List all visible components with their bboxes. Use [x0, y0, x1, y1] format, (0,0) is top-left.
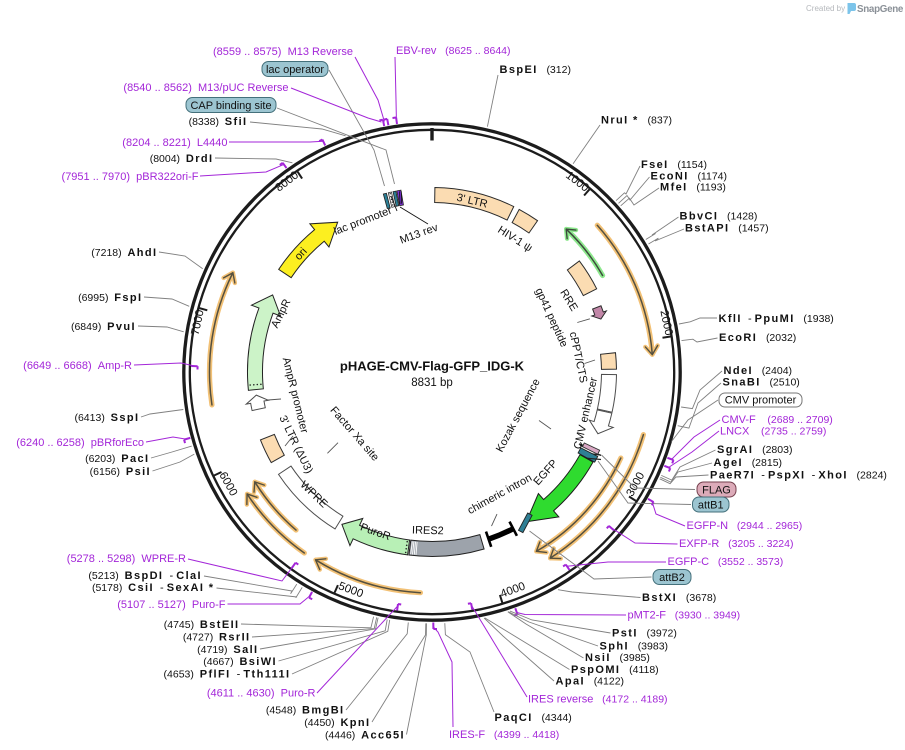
svg-text:(8540 .. 8562) M13/pUC Revers: (8540 .. 8562) M13/pUC Reverse: [123, 82, 288, 94]
svg-text:(4450) KpnI: (4450) KpnI: [304, 717, 370, 729]
svg-text:NsiI (3985): NsiI (3985): [585, 652, 650, 664]
svg-text:BstAPI (1457): BstAPI (1457): [685, 223, 769, 235]
svg-text:(8004) DrdI: (8004) DrdI: [150, 153, 214, 165]
svg-text:NruI * (837): NruI * (837): [601, 115, 672, 127]
svg-text:(6995) FspI: (6995) FspI: [78, 292, 142, 304]
svg-text:EGFP-C (3552 .. 3573): EGFP-C (3552 .. 3573): [668, 556, 784, 568]
svg-text:BstXI (3678): BstXI (3678): [642, 592, 716, 604]
svg-text:(6156) PsiI: (6156) PsiI: [90, 466, 151, 478]
svg-text:attB2: attB2: [659, 572, 685, 584]
svg-text:IRES-F (4399 .. 4418): IRES-F (4399 .. 4418): [449, 729, 559, 741]
svg-text:(6240 .. 6258) pBRforEco: (6240 .. 6258) pBRforEco: [16, 437, 144, 449]
svg-text:IRES reverse (4172 .. 4189): IRES reverse (4172 .. 4189): [528, 694, 668, 706]
svg-text:(7951 .. 7970) pBR322ori-F: (7951 .. 7970) pBR322ori-F: [62, 171, 199, 183]
svg-text:FseI (1154): FseI (1154): [641, 159, 707, 171]
svg-text:KflI - PpuMI (1938): KflI - PpuMI (1938): [719, 313, 834, 325]
svg-text:(6849) PvuI: (6849) PvuI: [71, 321, 136, 333]
svg-text:BspEI (312): BspEI (312): [500, 64, 571, 76]
svg-text:PaqCI (4344): PaqCI (4344): [495, 712, 572, 724]
svg-text:(6413) SspI: (6413) SspI: [74, 412, 139, 424]
svg-text:Created by: Created by: [806, 4, 845, 13]
svg-text:lac operator: lac operator: [266, 64, 324, 76]
svg-text:EBV-rev (8625 .. 8644): EBV-rev (8625 .. 8644): [396, 45, 511, 57]
svg-text:(5213) BspDI - ClaI: (5213) BspDI - ClaI: [88, 570, 202, 582]
svg-text:(6203) PacI: (6203) PacI: [85, 453, 149, 465]
svg-text:8831 bp: 8831 bp: [411, 377, 453, 389]
svg-text:(5278 .. 5298) WPRE-R: (5278 .. 5298) WPRE-R: [67, 553, 186, 565]
svg-text:(5178) CsiI - SexAI *: (5178) CsiI - SexAI *: [92, 582, 215, 594]
svg-text:(4667) BsiWI: (4667) BsiWI: [203, 656, 277, 668]
svg-text:(6649 .. 6668) Amp-R: (6649 .. 6668) Amp-R: [23, 360, 132, 372]
svg-text:2000: 2000: [657, 309, 674, 337]
svg-text:(4745) BstEII: (4745) BstEII: [164, 619, 240, 631]
svg-text:FLAG: FLAG: [702, 485, 731, 497]
svg-text:PspOMI (4118): PspOMI (4118): [571, 664, 659, 676]
svg-text:(7218) AhdI: (7218) AhdI: [91, 247, 157, 259]
svg-text:(8204 .. 8221) L4440: (8204 .. 8221) L4440: [122, 137, 227, 149]
svg-text:SnaBI (2510): SnaBI (2510): [723, 377, 800, 389]
svg-text:AgeI (2815): AgeI (2815): [714, 457, 783, 469]
svg-text:PstI (3972): PstI (3972): [612, 628, 677, 640]
svg-text:(4653) PflFI - Tth111I: (4653) PflFI - Tth111I: [164, 669, 291, 681]
svg-text:LNCX (2735 .. 2759): LNCX (2735 .. 2759): [720, 426, 826, 438]
svg-text:(8559 .. 8575) M13 Reverse: (8559 .. 8575) M13 Reverse: [213, 46, 353, 58]
svg-text:CMV promoter: CMV promoter: [725, 395, 797, 407]
svg-text:pMT2-F (3930 .. 3949): pMT2-F (3930 .. 3949): [628, 610, 741, 622]
svg-text:(4548) BmgBI: (4548) BmgBI: [266, 705, 345, 717]
svg-text:attB1: attB1: [698, 500, 724, 512]
svg-text:CAP binding site: CAP binding site: [190, 100, 271, 112]
svg-text:EGFP-N (2944 .. 2965): EGFP-N (2944 .. 2965): [687, 520, 803, 532]
svg-text:SgrAI (2803): SgrAI (2803): [717, 444, 792, 456]
svg-text:EcoRI (2032): EcoRI (2032): [719, 332, 796, 344]
svg-text:EcoNI (1174): EcoNI (1174): [651, 171, 728, 183]
svg-text:(5107 .. 5127) Puro-F: (5107 .. 5127) Puro-F: [117, 599, 226, 611]
svg-text:ApaI (4122): ApaI (4122): [556, 676, 625, 688]
svg-text:(4446) Acc65I: (4446) Acc65I: [325, 730, 405, 742]
svg-text:(4719) SalI: (4719) SalI: [197, 644, 258, 656]
svg-text:pHAGE-CMV-Flag-GFP_IDG-K: pHAGE-CMV-Flag-GFP_IDG-K: [340, 359, 525, 374]
svg-text:SnapGene: SnapGene: [857, 4, 904, 15]
svg-text:7000: 7000: [190, 309, 207, 337]
svg-text:NdeI (2404): NdeI (2404): [724, 365, 793, 377]
svg-text:BbvCI (1428): BbvCI (1428): [680, 211, 758, 223]
svg-text:(8338) SfiI: (8338) SfiI: [189, 116, 248, 128]
svg-text:EXFP-R (3205 .. 3224): EXFP-R (3205 .. 3224): [679, 538, 793, 550]
svg-text:(4727) RsrII: (4727) RsrII: [183, 632, 251, 644]
svg-text:IRES2: IRES2: [412, 524, 444, 537]
svg-text:PaeR7I - PspXI - XhoI (282: PaeR7I - PspXI - XhoI (2824): [710, 470, 887, 482]
svg-text:SphI (3983): SphI (3983): [600, 641, 669, 653]
svg-text:CMV-F (2689 .. 2709): CMV-F (2689 .. 2709): [722, 414, 833, 426]
svg-text:MfeI (1193): MfeI (1193): [660, 182, 726, 194]
svg-text:(4611 .. 4630) Puro-R: (4611 .. 4630) Puro-R: [207, 688, 316, 700]
